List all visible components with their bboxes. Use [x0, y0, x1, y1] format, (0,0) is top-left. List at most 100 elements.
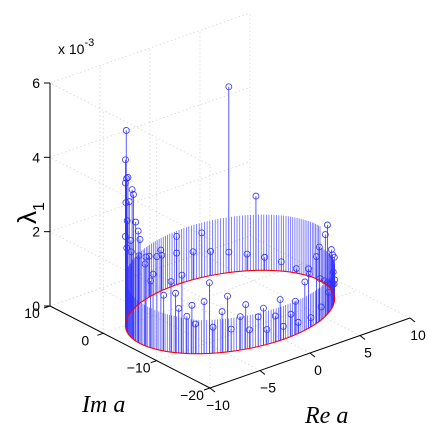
x-tick-mark-4: [409, 317, 416, 323]
x-tick-label-4: 10: [410, 327, 426, 343]
x-tick-label-2: 0: [314, 362, 322, 378]
x-axis-label: Re a: [304, 403, 348, 429]
y-tick-mark-0: [203, 387, 211, 391]
base-curve: [124, 269, 336, 355]
stem-marker: [132, 218, 140, 226]
stem-marker: [198, 229, 206, 237]
stem-marker: [142, 253, 150, 261]
stem-marker: [324, 221, 331, 229]
x-tick-label-3: 5: [364, 345, 372, 361]
stem-marker: [271, 312, 279, 320]
stem-marker: [305, 270, 313, 278]
stem-marker: [260, 304, 267, 312]
stem-marker: [327, 246, 335, 253]
y-tick-label-0: −20: [180, 387, 204, 403]
stem-marker: [134, 227, 142, 235]
stem-marker: [305, 265, 312, 273]
stem-marker: [254, 313, 262, 321]
stem-marker: [242, 301, 250, 308]
stem-marker: [263, 326, 271, 333]
stem-marker: [261, 253, 269, 261]
stem-marker: [149, 270, 157, 278]
stem-marker: [189, 248, 197, 256]
stem-marker: [276, 296, 284, 303]
stem-marker: [252, 192, 260, 200]
stem-marker: [329, 268, 337, 276]
z-tick-label-3: 6: [32, 75, 40, 91]
stem-marker: [206, 279, 213, 287]
stem-marker: [122, 179, 129, 187]
base-ellipse: [124, 269, 336, 355]
stem-marker: [147, 277, 155, 285]
stem-marker: [153, 253, 161, 260]
stem-marker: [123, 217, 131, 225]
y-axis-line: [49, 305, 211, 389]
stem-marker: [329, 251, 336, 259]
stem-marker: [158, 251, 166, 259]
stem-series: [121, 83, 339, 354]
stem-marker: [227, 325, 235, 333]
back-grid-z-1: [49, 161, 251, 233]
x-tick-mark-1: [259, 370, 266, 375]
y-tick-label-1: −10: [127, 360, 151, 376]
stem-marker: [291, 297, 299, 305]
stem-marker: [173, 232, 181, 240]
z-multiplier-text: x 10-3: [58, 37, 94, 57]
x-tick-mark-2: [309, 352, 316, 358]
stem-marker: [245, 326, 253, 334]
stem-marker: [141, 260, 149, 268]
stem-marker: [122, 127, 130, 134]
stem-marker: [136, 236, 144, 243]
stem-marker: [224, 292, 231, 300]
stem-marker: [331, 276, 339, 284]
stem-marker: [122, 199, 130, 207]
stem-marker: [200, 298, 208, 305]
stem-marker: [188, 301, 196, 309]
floor-grid-x-1: [99, 288, 261, 371]
y-tick-label-2: 0: [81, 332, 89, 348]
y-tick-mark-2: [97, 332, 104, 336]
stem-marker: [167, 278, 175, 285]
stem-marker: [307, 314, 315, 322]
x-tick-label-0: −10: [206, 397, 230, 413]
stem-marker: [277, 258, 285, 266]
side-grid-z-3: [49, 82, 211, 166]
y-tick-label-3: 10: [24, 305, 40, 321]
stem-marker: [178, 271, 186, 279]
stem-marker: [157, 246, 165, 254]
stem-marker: [183, 312, 191, 320]
stem-marker: [130, 191, 137, 198]
stem-marker: [127, 237, 135, 244]
y-tick-mark-1: [150, 360, 157, 364]
z-tick-label-2: 4: [32, 149, 40, 165]
stem-marker: [292, 265, 300, 272]
stem-marker: [236, 313, 244, 321]
stem-marker: [172, 289, 179, 297]
stem-marker: [145, 252, 153, 260]
stem-marker: [128, 186, 136, 194]
stem-marker: [315, 243, 323, 251]
back-grid-z-2: [49, 86, 251, 158]
stem-marker: [122, 156, 129, 164]
x-tick-mark-3: [359, 335, 366, 340]
x-tick-mark-0: [209, 387, 216, 393]
stem-marker: [301, 278, 309, 286]
back-grid-z-0: [49, 235, 251, 307]
back-grid-z-3: [49, 12, 251, 84]
floor-grid-y-2: [103, 262, 304, 334]
stem-marker: [243, 250, 251, 258]
y-axis-label: Im a: [81, 392, 125, 418]
axis-box: [43, 82, 416, 393]
z-axis-label: λ1: [12, 202, 48, 224]
stem-marker: [317, 303, 325, 311]
z-tick-label-1: 2: [32, 224, 40, 240]
floor-grid-y-1: [156, 290, 357, 362]
stem-marker: [191, 320, 199, 328]
stem-marker: [209, 323, 217, 331]
stem-marker: [124, 174, 132, 181]
stem-marker: [225, 83, 233, 91]
stem-marker: [207, 247, 215, 255]
stem-marker: [287, 310, 295, 318]
